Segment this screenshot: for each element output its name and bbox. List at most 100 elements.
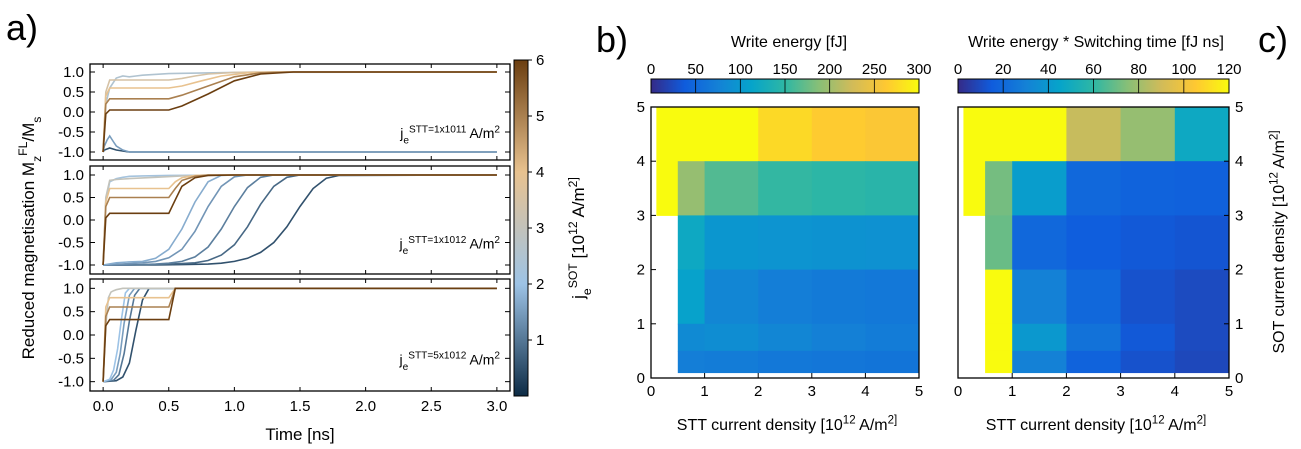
x-tick-label: 4 xyxy=(861,383,869,400)
colorbar-tick-label: 2 xyxy=(536,276,544,293)
colorbar-tick-label: 60 xyxy=(1085,61,1102,78)
heatmap-cell xyxy=(963,161,986,216)
panel-b-colorbar-label: Write energy [fJ] xyxy=(731,34,847,51)
heatmap-cell xyxy=(1120,350,1176,374)
y-tick-label: 0.5 xyxy=(63,304,84,321)
heatmap-cell xyxy=(865,323,920,352)
x-tick-label: 0 xyxy=(954,383,962,400)
heatmap-cell xyxy=(1174,323,1230,352)
panel-a-subplot-frame xyxy=(89,165,511,275)
heatmap-cell xyxy=(1174,269,1230,325)
colorbar-tick-label: 0 xyxy=(647,61,655,78)
heatmap-cell xyxy=(704,161,759,216)
x-tick-label: 1 xyxy=(700,383,708,400)
x-tick-label: 1.5 xyxy=(290,398,311,415)
heatmap-cell xyxy=(677,215,706,271)
heatmap-cell xyxy=(985,323,1013,352)
colorbar-tick-label: 100 xyxy=(1171,61,1196,78)
colorbar-tick-label: 50 xyxy=(687,61,704,78)
plot-frame xyxy=(650,106,920,379)
y-tick-label: 3 xyxy=(637,207,645,224)
x-tick-label: 2 xyxy=(1062,383,1070,400)
heatmap-cell xyxy=(677,323,706,352)
heatmap-cell xyxy=(865,269,920,325)
heatmap-cell xyxy=(865,107,920,162)
heatmap-cell xyxy=(811,161,866,216)
series-line xyxy=(102,287,497,382)
y-tick-label: 0.5 xyxy=(63,84,84,101)
heatmap-cell xyxy=(1120,107,1176,162)
y-tick-label: 0.5 xyxy=(63,190,84,207)
y-tick-label: 1.0 xyxy=(63,167,84,184)
heatmap-cell xyxy=(865,350,920,374)
panel-label-a: a) xyxy=(6,7,38,48)
heatmap-cell xyxy=(1066,107,1122,162)
series-line xyxy=(102,174,497,266)
y-tick-label: 3 xyxy=(1235,207,1243,224)
series-line xyxy=(102,287,497,383)
heatmap-cell xyxy=(811,107,866,162)
heatmap-cell xyxy=(1120,323,1176,352)
x-tick-label: 1.0 xyxy=(224,398,245,415)
plot-frame xyxy=(957,106,1230,379)
panel-a-series-group xyxy=(102,174,497,266)
y-tick-label: 1 xyxy=(637,316,645,333)
colorbar-tick-label: 150 xyxy=(772,61,797,78)
heatmap-cell xyxy=(865,215,920,271)
series-line xyxy=(103,174,497,266)
heatmap-cell xyxy=(865,161,920,216)
heatmap-cell xyxy=(811,350,866,374)
panel-a-colorbar-label: jeSOT [1012 A/m2] xyxy=(566,177,594,300)
panel-label-c: c) xyxy=(1258,19,1288,60)
panel-a-colorbar xyxy=(513,59,529,397)
x-tick-label: 2.5 xyxy=(421,398,442,415)
panel-a-xlabel: Time [ns] xyxy=(265,425,334,444)
panel-b-xlabel: STT current density [1012 A/m2] xyxy=(677,415,897,434)
y-tick-label: -0.5 xyxy=(58,350,84,367)
panel-a-line-chart: 1.0 0.5 0.0 -0.5 -1.0 jeSTT=1x1011 A/m2 1.0 0.5… xyxy=(58,52,544,415)
heatmap-cell xyxy=(811,215,866,271)
heatmap-cell xyxy=(1066,215,1122,271)
colorbar-tick-label: 80 xyxy=(1130,61,1147,78)
heatmap-cell xyxy=(758,215,813,271)
panel-label-b: b) xyxy=(596,19,628,60)
heatmap-cell xyxy=(1012,323,1067,352)
x-tick-label: 5 xyxy=(915,383,923,400)
colorbar-tick-label: 4 xyxy=(536,164,544,181)
heatmap-cell xyxy=(1012,161,1067,216)
x-tick-label: 4 xyxy=(1171,383,1179,400)
colorbar-tick-label: 40 xyxy=(1040,61,1057,78)
y-tick-label: -0.5 xyxy=(58,235,84,252)
series-line xyxy=(103,174,497,266)
heatmap-cell xyxy=(677,269,706,325)
heatmap-cell xyxy=(704,215,759,271)
y-tick-label: -1.0 xyxy=(58,144,84,161)
heatmap-cell xyxy=(1120,161,1176,216)
y-tick-label: 0.0 xyxy=(63,212,84,229)
panel-c-xlabel: STT current density [1012 A/m2] xyxy=(986,415,1206,434)
heatmap-cell xyxy=(1066,161,1122,216)
x-tick-label: 2.0 xyxy=(355,398,376,415)
colorbar-tick-label: 250 xyxy=(862,61,887,78)
y-tick-label: 2 xyxy=(637,262,645,279)
heatmap-cell xyxy=(677,350,706,374)
series-line xyxy=(102,287,497,383)
panel-a-annotation: jeSTT=5x1012 A/m2 xyxy=(399,351,501,373)
y-tick-label: 1.0 xyxy=(63,64,84,81)
series-line xyxy=(103,287,497,383)
heatmap-cell xyxy=(758,161,813,216)
series-line xyxy=(102,71,497,153)
heatmap-cell xyxy=(758,323,813,352)
colorbar-tick-label: 20 xyxy=(995,61,1012,78)
y-tick-label: -1.0 xyxy=(58,374,84,391)
series-line xyxy=(102,71,497,153)
panel-c-colorbar-label: Write energy * Switching time [fJ ns] xyxy=(968,34,1224,51)
heatmap-cell xyxy=(1012,350,1067,374)
panel-a-subplot-frame xyxy=(89,278,511,392)
heatmap-cell xyxy=(677,161,706,216)
panel-a-annotation: jeSTT=1x1011 A/m2 xyxy=(399,124,500,146)
y-tick-label: -1.0 xyxy=(58,257,84,274)
colorbar-tick-label: 0 xyxy=(954,61,962,78)
